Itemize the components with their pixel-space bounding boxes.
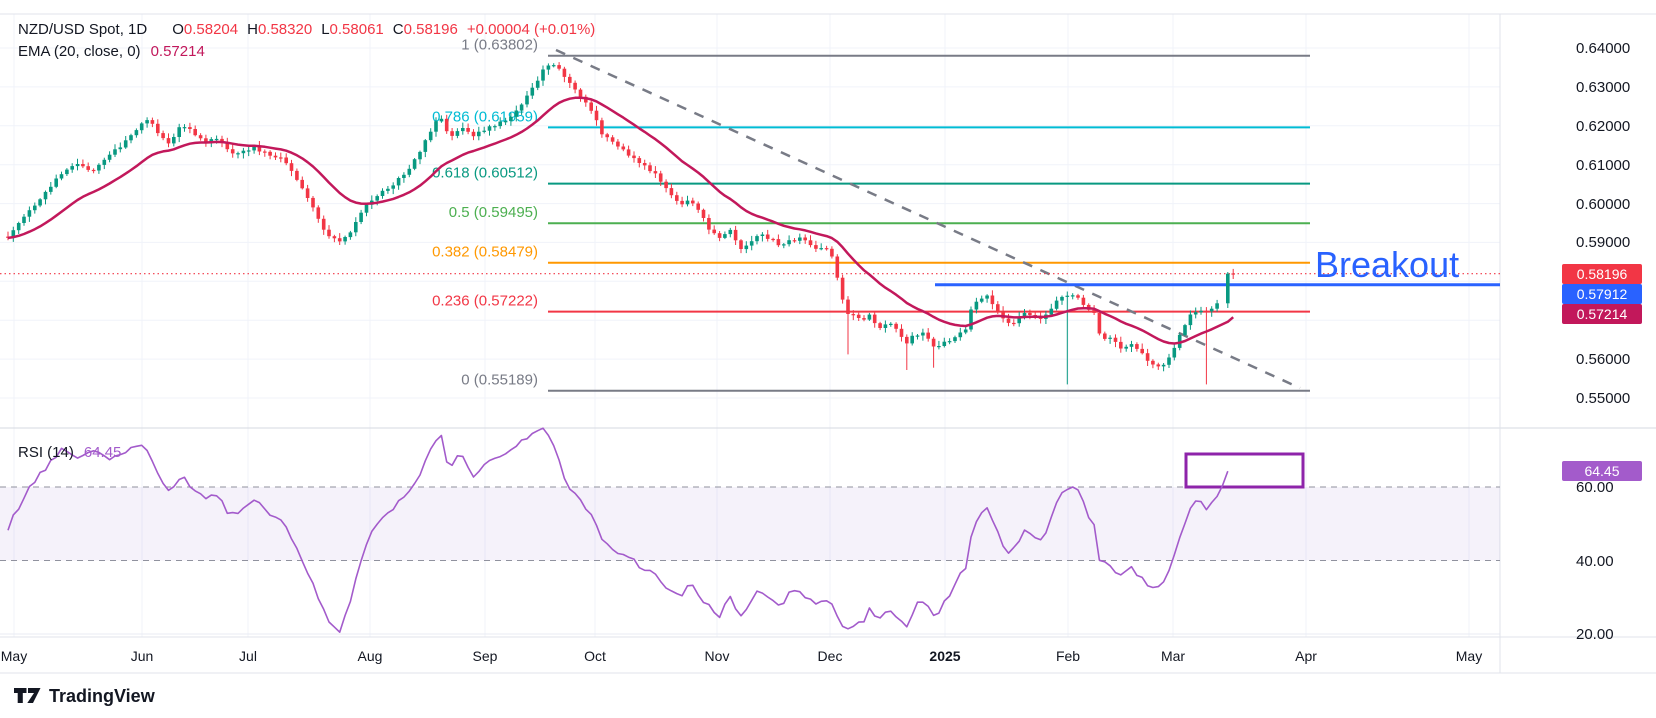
- fib-retracement[interactable]: 1 (0.63802) 0.786 (0.61959) 0.618 (0.60512…: [432, 37, 1310, 392]
- ohlc-value: 0.58320: [257, 21, 313, 38]
- rsi-legend[interactable]: RSI (14) 64.45: [18, 444, 121, 461]
- rsi-axis-tick: 40.00: [1576, 552, 1614, 570]
- price-badge: 0.57912: [1562, 283, 1642, 304]
- price-axis-tick: 0.61000: [1576, 156, 1631, 174]
- ohlc-value: 0.58204: [183, 21, 239, 38]
- symbol-title[interactable]: NZD/USD Spot, 1D: [18, 21, 148, 38]
- fib-label: 0.618 (0.60512): [432, 165, 538, 182]
- tradingview-icon: [14, 687, 41, 703]
- ema-legend-value: 0.57214: [150, 43, 205, 60]
- brand-name: TradingView: [49, 685, 155, 706]
- price-axis-tick: 0.64000: [1576, 40, 1631, 57]
- time-axis-label: Dec: [817, 648, 843, 664]
- footer-logo[interactable]: TradingView: [14, 684, 155, 708]
- fib-label: 1 (0.63802): [461, 37, 538, 54]
- rsi-axis-tick: 20.00: [1576, 626, 1614, 643]
- time-axis-label: Feb: [1055, 648, 1081, 664]
- time-axis-label: Jun: [130, 648, 154, 664]
- price-axis-tick: 0.62000: [1576, 117, 1631, 135]
- rsi-legend-value: 64.45: [83, 444, 122, 461]
- time-axis-label: May: [1455, 648, 1483, 664]
- price-axis-tick: 0.63000: [1576, 78, 1631, 96]
- time-axis-label: Nov: [704, 648, 730, 664]
- price-badge: 0.57214: [1562, 303, 1642, 324]
- rsi-axis-tick: 60.00: [1576, 479, 1614, 496]
- price-axis-tick: 0.60000: [1576, 195, 1631, 213]
- time-axis-label: Jul: [239, 648, 257, 664]
- fib-label: 0.5 (0.59495): [449, 204, 538, 221]
- time-axis-label: Sep: [472, 648, 498, 664]
- fib-label: 0.236 (0.57222): [432, 293, 538, 310]
- rsi-box-annotation[interactable]: [1184, 452, 1305, 489]
- price-axis-tick: 0.56000: [1576, 351, 1631, 369]
- ohlc-label: C: [392, 21, 404, 38]
- time-axis-label: May: [0, 648, 28, 664]
- breakout-annotation[interactable]: Breakout: [1315, 244, 1460, 285]
- ema-legend-label: EMA (20, close, 0): [18, 43, 141, 60]
- pane-borders: [0, 13, 1656, 674]
- time-axis-label: Mar: [1160, 648, 1186, 664]
- candlestick-series: [6, 62, 1235, 385]
- rsi-legend-label: RSI (14): [18, 444, 74, 461]
- trendline[interactable]: [555, 48, 1301, 390]
- ohlc-value: 0.58196: [403, 21, 458, 38]
- ohlc-label: H: [247, 21, 258, 38]
- price-axis-tick: 0.55000: [1576, 390, 1631, 407]
- time-axis-label: 2025: [929, 648, 961, 664]
- rsi-band: [0, 487, 1500, 561]
- time-axis-label: Aug: [357, 648, 383, 664]
- ohlc-label: O: [172, 21, 184, 38]
- change-value: +0.00004 (+0.01%): [466, 21, 596, 38]
- rsi-line: [7, 427, 1229, 634]
- rsi-badge: 64.45: [1562, 460, 1642, 481]
- time-axis-label: Oct: [584, 648, 606, 664]
- fib-label: 0 (0.55189): [461, 372, 538, 389]
- ohlc-label: L: [321, 21, 330, 38]
- fib-label: 0.382 (0.58479): [432, 244, 538, 261]
- price-axis-tick: 0.59000: [1576, 234, 1631, 252]
- ohlc-value: 0.58061: [329, 21, 384, 38]
- ema-line: [7, 96, 1235, 345]
- ema-legend[interactable]: EMA (20, close, 0) 0.57214: [18, 43, 205, 60]
- ohlc-values: O0.58204 H0.58320 L0.58061 C0.58196: [163, 21, 458, 38]
- price-badge: 0.58196: [1562, 263, 1642, 284]
- fib-label: 0.786 (0.61959): [432, 108, 538, 125]
- symbol-legend[interactable]: NZD/USD Spot, 1D O0.58204 H0.58320 L0.58061…: [18, 21, 595, 38]
- time-axis-label: Apr: [1295, 648, 1317, 664]
